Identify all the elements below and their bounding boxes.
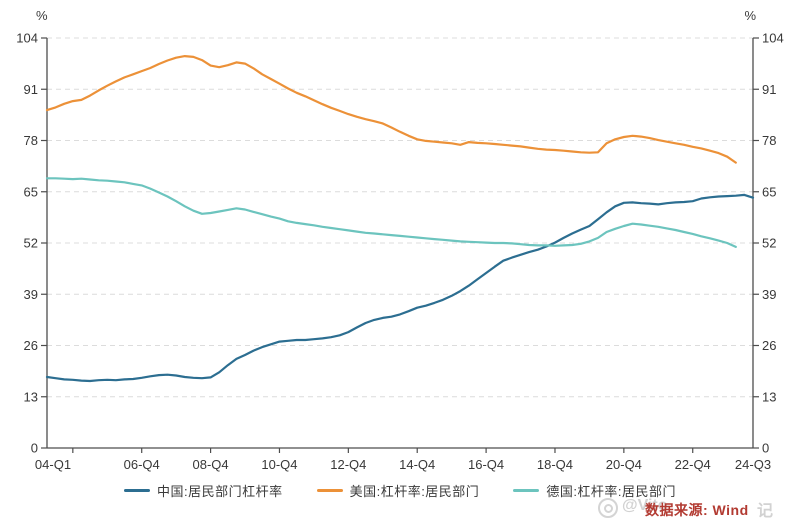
y-tick-label-right: 26 — [762, 338, 776, 353]
y-tick-label-right: 91 — [762, 82, 776, 97]
y-tick-label-left: 52 — [24, 236, 38, 251]
legend-item-us: 美国:杠杆率:居民部门 — [316, 481, 480, 500]
x-tick-label: 04-Q1 — [35, 457, 71, 472]
legend-item-germany: 德国:杠杆率:居民部门 — [513, 481, 676, 500]
legend-label-germany: 德国:杠杆率:居民部门 — [546, 484, 677, 499]
y-tick-label-right: 0 — [762, 441, 769, 456]
x-tick-label: 12-Q4 — [330, 457, 366, 472]
data-source-note: 数据来源: Wind — [645, 502, 749, 518]
us-line-swatch-icon — [316, 489, 343, 492]
weibo-logo-icon — [598, 498, 618, 518]
legend: 中国:居民部门杠杆率 美国:杠杆率:居民部门 德国:杠杆率:居民部门 — [0, 481, 800, 500]
series-line-2 — [45, 177, 737, 248]
x-tick-label: 20-Q4 — [606, 457, 642, 472]
series-line-0 — [45, 193, 755, 383]
y-tick-label-left: 78 — [24, 133, 38, 148]
y-tick-label-left: 0 — [31, 441, 38, 456]
y-tick-label-left: 39 — [24, 287, 38, 302]
y-tick-label-left: 91 — [24, 82, 38, 97]
y-tick-label-right: 65 — [762, 184, 776, 199]
x-tick-label: 08-Q4 — [193, 457, 229, 472]
y-tick-label-right: 39 — [762, 287, 776, 302]
y-tick-label-right: 52 — [762, 236, 776, 251]
y-tick-label-right: 104 — [762, 31, 784, 46]
series-line-1 — [45, 54, 737, 164]
x-tick-label: 18-Q4 — [537, 457, 573, 472]
y-tick-label-right: 13 — [762, 389, 776, 404]
legend-item-china: 中国:居民部门杠杆率 — [123, 481, 283, 500]
x-tick-label: 10-Q4 — [261, 457, 297, 472]
y-tick-label-right: 78 — [762, 133, 776, 148]
y-tick-label-left: 26 — [24, 338, 38, 353]
x-tick-label: 06-Q4 — [124, 457, 160, 472]
x-tick-label: 22-Q4 — [675, 457, 711, 472]
germany-line-swatch-icon — [513, 489, 540, 492]
china-line-swatch-icon — [123, 489, 150, 492]
x-tick-label: 16-Q4 — [468, 457, 504, 472]
watermark-handle: @Vito — [622, 497, 668, 514]
y-tick-label-left: 104 — [16, 31, 38, 46]
right-axis-unit-label: % — [744, 8, 756, 23]
y-tick-label-left: 65 — [24, 184, 38, 199]
legend-label-china: 中国:居民部门杠杆率 — [156, 484, 283, 499]
left-axis-unit-label: % — [36, 8, 48, 23]
legend-label-us: 美国:杠杆率:居民部门 — [349, 484, 480, 499]
y-tick-label-left: 13 — [24, 389, 38, 404]
x-tick-label: 24-Q3 — [735, 457, 771, 472]
watermark-suffix: 记 — [757, 503, 774, 520]
x-tick-label: 14-Q4 — [399, 457, 435, 472]
watermark: @Vito 记 — [594, 496, 800, 524]
